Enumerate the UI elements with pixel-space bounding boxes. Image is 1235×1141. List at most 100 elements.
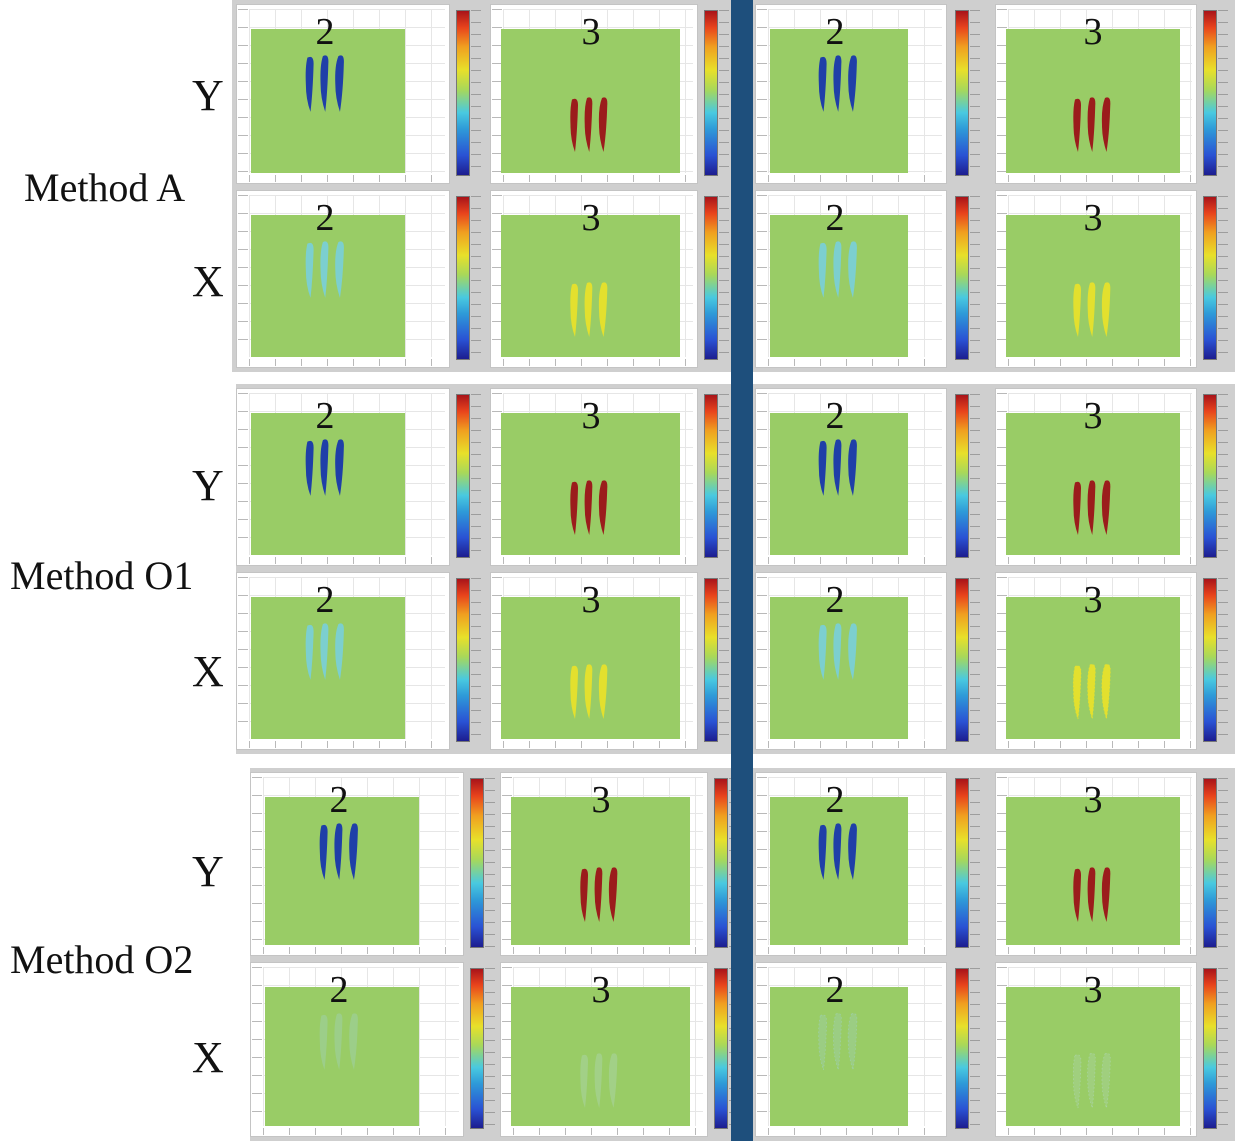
panel-number: 2 xyxy=(315,395,335,437)
colorbar-ticks xyxy=(1218,968,1228,1129)
blade xyxy=(320,439,329,496)
x-axis-ticks xyxy=(513,947,703,954)
y-axis-ticks xyxy=(757,967,767,1126)
plot-panel: 3 xyxy=(995,4,1197,184)
panel-number: 3 xyxy=(1083,197,1103,239)
plot-panel: 3 xyxy=(500,962,708,1137)
plot-panel: 2 xyxy=(755,572,947,750)
blade xyxy=(818,824,827,880)
blade xyxy=(1073,481,1081,535)
blade xyxy=(319,1014,328,1070)
panel-number: 2 xyxy=(825,969,845,1011)
method-label: Method A xyxy=(24,165,186,210)
y-axis-ticks xyxy=(492,393,502,555)
blade-set xyxy=(818,241,857,298)
plot-panel: 2 xyxy=(755,772,947,956)
plot-panel: 2 xyxy=(755,190,947,368)
plot-panel: 2 xyxy=(236,190,450,368)
blade xyxy=(335,55,344,112)
x-axis-ticks xyxy=(263,1128,459,1135)
y-axis-ticks xyxy=(502,967,512,1126)
blade xyxy=(1087,282,1096,337)
y-axis-ticks xyxy=(502,777,512,945)
blade xyxy=(848,241,857,298)
blade-set xyxy=(580,867,618,922)
panel-number: 2 xyxy=(825,197,845,239)
blade-set xyxy=(305,623,344,680)
blade xyxy=(833,439,842,496)
blade xyxy=(335,241,344,298)
colorbar-ticks xyxy=(970,394,980,558)
colorbar-ticks xyxy=(970,778,980,948)
blade xyxy=(320,623,329,680)
plot-panel: 3 xyxy=(490,4,698,184)
blade-set xyxy=(570,282,608,337)
panel-number: 3 xyxy=(581,579,601,621)
colorbar xyxy=(1203,394,1217,558)
blade-set xyxy=(570,480,608,535)
blade xyxy=(847,1013,858,1071)
plot-panel: 3 xyxy=(995,572,1197,750)
blade xyxy=(584,97,593,152)
colorbar xyxy=(955,578,969,742)
colorbar xyxy=(704,10,718,176)
blade xyxy=(1072,1054,1082,1109)
blade xyxy=(584,282,593,337)
x-axis-ticks xyxy=(768,175,942,182)
blade xyxy=(305,624,314,680)
plot-panel: 3 xyxy=(490,572,698,750)
green-plate xyxy=(265,797,419,945)
blade xyxy=(319,824,328,880)
blade xyxy=(1101,97,1111,152)
colorbar xyxy=(955,968,969,1129)
blade xyxy=(1087,1052,1096,1109)
green-plate xyxy=(251,413,405,555)
blade xyxy=(608,1053,618,1108)
colorbar-ticks xyxy=(471,196,481,360)
blade xyxy=(594,867,603,922)
y-axis-ticks xyxy=(757,393,767,555)
panel-number: 3 xyxy=(1083,395,1103,437)
x-axis-ticks xyxy=(1008,947,1192,954)
blade xyxy=(320,241,329,298)
x-axis-label: X xyxy=(192,257,224,306)
panel-number: 2 xyxy=(825,11,845,53)
blade xyxy=(349,1013,358,1070)
colorbar xyxy=(1203,968,1217,1129)
blade xyxy=(334,1013,343,1070)
colorbar-ticks xyxy=(970,10,980,176)
panel-number: 2 xyxy=(825,579,845,621)
blade xyxy=(833,55,842,112)
blade xyxy=(320,55,329,112)
colorbar-ticks xyxy=(719,394,729,558)
blade xyxy=(305,440,314,496)
blade-set xyxy=(305,55,344,112)
blade-set xyxy=(305,241,344,298)
blade xyxy=(608,867,618,922)
x-axis-ticks xyxy=(513,1128,703,1135)
blade-set xyxy=(580,1053,618,1108)
blade xyxy=(818,1014,827,1071)
plot-panel: 3 xyxy=(995,388,1197,566)
y-axis-ticks xyxy=(997,577,1007,739)
panel-number: 2 xyxy=(825,395,845,437)
colorbar xyxy=(704,196,718,360)
y-axis-ticks xyxy=(997,967,1007,1126)
blade-set xyxy=(1073,480,1111,535)
y-axis-ticks xyxy=(252,777,262,945)
panel-number: 3 xyxy=(1083,11,1103,53)
blade xyxy=(598,97,608,152)
colorbar-ticks xyxy=(1218,778,1228,948)
y-axis-ticks xyxy=(757,9,767,173)
x-axis-ticks xyxy=(503,741,693,748)
colorbar xyxy=(955,10,969,176)
colorbar-ticks xyxy=(970,578,980,742)
blade xyxy=(1087,867,1096,922)
blade xyxy=(848,623,857,680)
panel-number: 2 xyxy=(315,579,335,621)
x-axis-ticks xyxy=(503,175,693,182)
blade xyxy=(833,623,842,680)
panel-number: 3 xyxy=(581,11,601,53)
x-axis-ticks xyxy=(1008,557,1192,564)
vertical-divider xyxy=(731,0,753,1141)
